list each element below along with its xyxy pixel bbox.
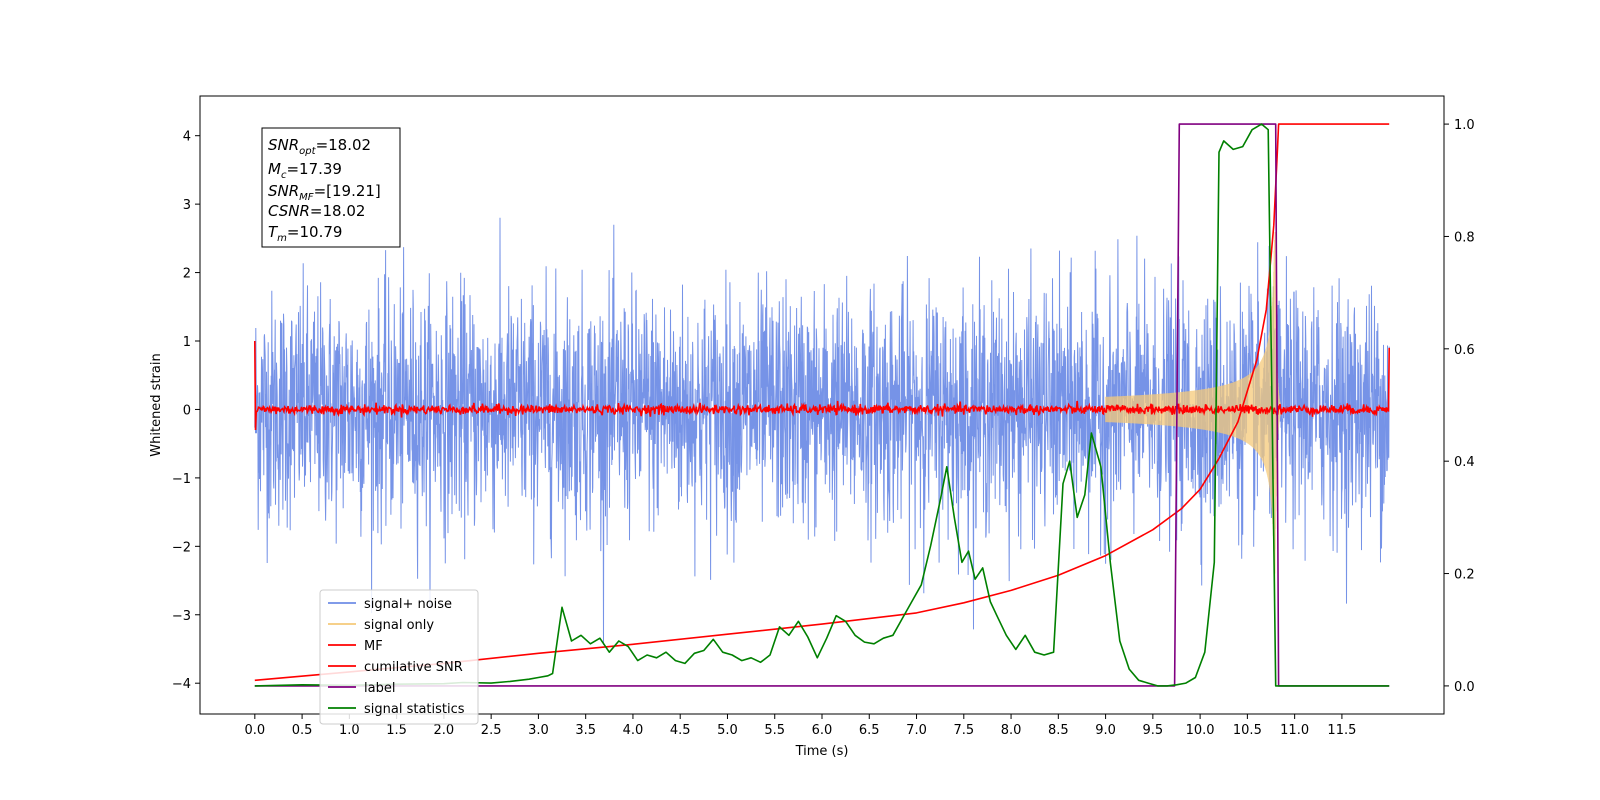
- y-tick-label-left: 2: [183, 267, 191, 282]
- legend-frame: [319, 589, 479, 725]
- y-axis-label: Whitened strain: [149, 353, 164, 456]
- annotation-csnr: CSNR=18.02: [268, 202, 365, 220]
- y-tick-label-right: 0.6: [1454, 343, 1475, 358]
- legend-label: signal statistics: [364, 702, 465, 717]
- y-tick-label-right: 0.4: [1454, 455, 1475, 470]
- x-tick-label: 5.5: [764, 723, 785, 738]
- x-tick-label: 9.0: [1095, 723, 1116, 738]
- x-axis-label: Time (s): [795, 744, 849, 759]
- x-tick-label: 0.0: [244, 723, 265, 738]
- y-tick-label-left: 3: [183, 198, 191, 213]
- y-tick-label-left: 1: [183, 335, 191, 350]
- y-tick-label-left: −1: [172, 472, 191, 487]
- y-tick-label-left: −3: [172, 609, 191, 624]
- x-tick-label: 3.0: [528, 723, 549, 738]
- x-tick-label: 6.5: [859, 723, 880, 738]
- x-tick-label: 8.0: [1001, 723, 1022, 738]
- annotation-box: SNRopt=18.02 Mc=17.39 SNRMF=[19.21] CSNR…: [261, 127, 401, 248]
- x-tick-label: 11.5: [1327, 723, 1356, 738]
- x-tick-label: 6.0: [812, 723, 833, 738]
- series-signal-only: [1105, 231, 1281, 602]
- x-tick-label: 10.0: [1186, 723, 1215, 738]
- x-tick-label: 10.5: [1233, 723, 1262, 738]
- y-tick-label-right: 0.2: [1454, 568, 1475, 583]
- x-tick-label: 2.0: [434, 723, 455, 738]
- x-tick-label: 2.5: [481, 723, 502, 738]
- x-tick-label: 7.0: [906, 723, 927, 738]
- legend-label: cumilative SNR: [364, 660, 463, 675]
- x-tick-label: 5.0: [717, 723, 738, 738]
- legend-label: label: [364, 681, 395, 696]
- legend-label: signal+ noise: [364, 597, 452, 612]
- x-tick-label: 4.0: [623, 723, 644, 738]
- series-cumilative-snr: [254, 123, 1390, 682]
- y-tick-label-left: 0: [183, 403, 191, 418]
- series-signal-statistics: [254, 123, 1390, 687]
- legend-label: signal only: [364, 618, 434, 633]
- x-tick-label: 7.5: [953, 723, 974, 738]
- y-tick-label-right: 0.0: [1454, 680, 1475, 695]
- y-tick-label-left: −4: [172, 677, 191, 692]
- x-tick-label: 1.5: [386, 723, 407, 738]
- x-tick-label: 8.5: [1048, 723, 1069, 738]
- legend: signal+ noise signal only MF cumilative SNR…: [319, 589, 479, 725]
- x-tick-label: 11.0: [1280, 723, 1309, 738]
- series-signal-plus-noise: [254, 217, 1390, 645]
- annotation-mc: Mc=17.39: [268, 160, 342, 181]
- x-tick-label: 0.5: [292, 723, 313, 738]
- legend-label: MF: [364, 639, 383, 654]
- x-tick-label: 9.5: [1143, 723, 1164, 738]
- x-tick-label: 1.0: [339, 723, 360, 738]
- y-tick-label-left: −2: [172, 540, 191, 555]
- x-tick-label: 3.5: [575, 723, 596, 738]
- y-tick-label-left: 4: [183, 130, 191, 145]
- y-tick-label-right: 0.8: [1454, 230, 1475, 245]
- annotation-snr-mf: SNRMF=[19.21]: [268, 182, 381, 203]
- annotation-snr-opt: SNRopt=18.02: [268, 136, 371, 157]
- x-tick-label: 4.5: [670, 723, 691, 738]
- series-mf: [254, 340, 1390, 431]
- annotation-tm: Tm=10.79: [268, 223, 342, 244]
- y-tick-label-right: 1.0: [1454, 118, 1475, 133]
